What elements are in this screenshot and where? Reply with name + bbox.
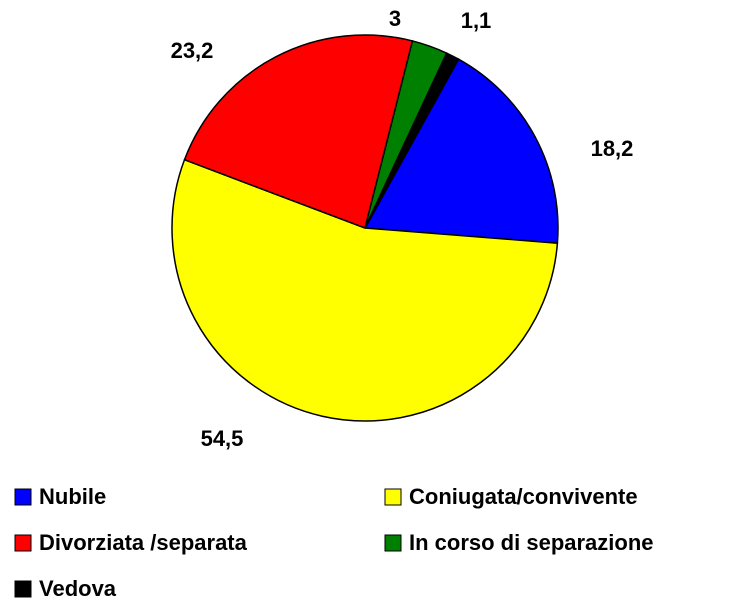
legend-label: Vedova: [39, 576, 117, 600]
data-label: 1,1: [461, 8, 492, 33]
legend-swatch: [384, 488, 402, 506]
pie-slice: [183, 34, 414, 229]
data-label: 23,2: [171, 38, 214, 63]
legend-swatch: [14, 580, 32, 598]
legend-swatch: [14, 534, 32, 552]
data-label: 54,5: [201, 426, 244, 451]
data-label: 18,2: [591, 136, 634, 161]
data-label: 3: [389, 6, 401, 31]
pie-slice: [364, 52, 460, 229]
legend-label: Coniugata/convivente: [409, 484, 638, 509]
legend-label: Nubile: [39, 484, 106, 509]
legend-label: Divorziata /separata: [39, 530, 248, 555]
pie-slice: [171, 158, 559, 422]
legend-swatch: [384, 534, 402, 552]
legend-swatch: [14, 488, 32, 506]
pie-slice: [363, 58, 559, 245]
legend-label: In corso di separazione: [409, 530, 654, 555]
